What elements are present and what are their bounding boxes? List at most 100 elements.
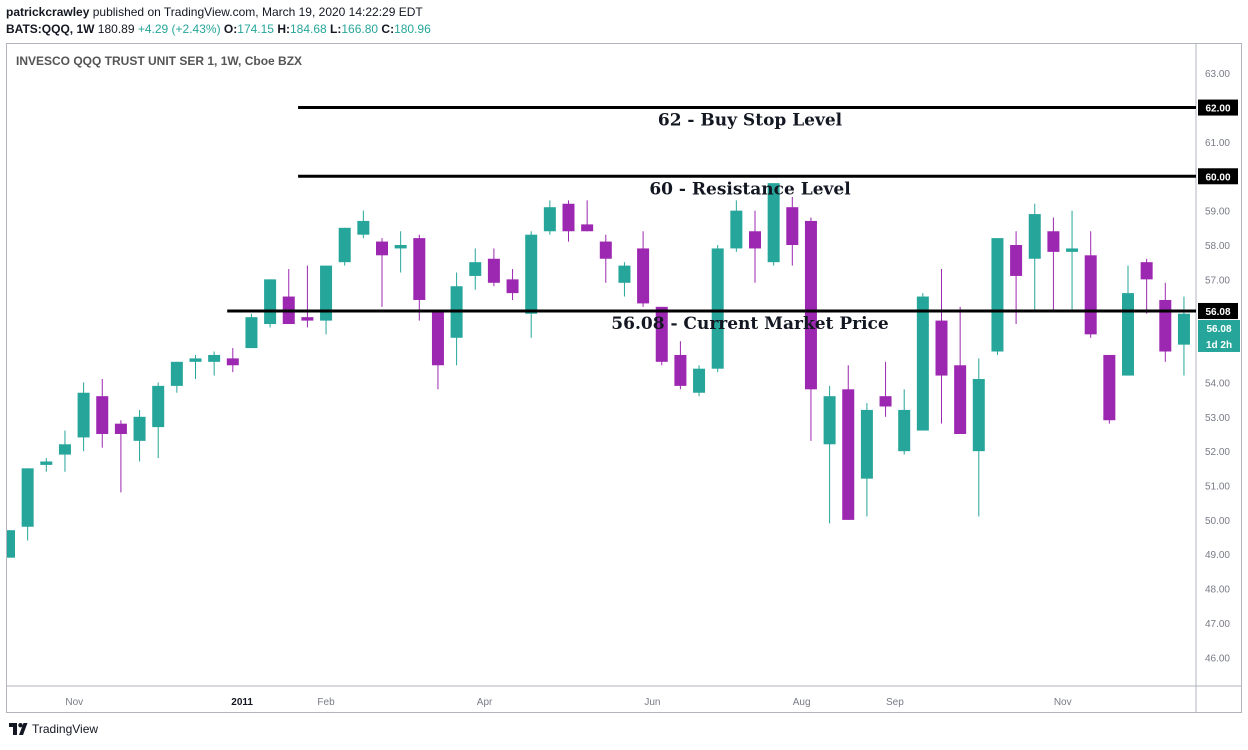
open-value: 174.15 bbox=[237, 22, 274, 36]
y-tick-label: 51.00 bbox=[1205, 482, 1230, 493]
candle-body bbox=[711, 248, 724, 369]
candle-body bbox=[860, 409, 873, 479]
y-tick-label: 54.00 bbox=[1205, 378, 1230, 389]
candle-body bbox=[431, 310, 444, 366]
level-price-badge bbox=[1198, 99, 1238, 116]
x-tick-label: Feb bbox=[317, 697, 335, 708]
x-tick-label: Sep bbox=[886, 697, 904, 708]
last-price-badge bbox=[1198, 319, 1240, 352]
candle-body bbox=[972, 379, 985, 452]
candle-body bbox=[1084, 255, 1097, 335]
candle-body bbox=[77, 392, 90, 438]
author-name[interactable]: patrickcrawley bbox=[6, 5, 90, 19]
candle-body bbox=[935, 320, 948, 376]
candle-body bbox=[804, 220, 817, 390]
candle-body bbox=[879, 396, 892, 407]
x-tick-label: Jun bbox=[644, 697, 660, 708]
low-label: L: bbox=[330, 22, 342, 36]
candle-body bbox=[1122, 293, 1134, 376]
candle-body bbox=[842, 389, 855, 520]
candle-body bbox=[264, 279, 277, 325]
last-value: 180.89 bbox=[97, 22, 135, 36]
candle-body bbox=[357, 220, 370, 235]
candle-body bbox=[786, 207, 799, 245]
candle-body bbox=[469, 262, 482, 276]
candle-body bbox=[301, 317, 314, 321]
y-tick-label: 48.00 bbox=[1205, 585, 1230, 596]
candle-body bbox=[618, 265, 631, 283]
level-price-badge-text: 60.00 bbox=[1205, 172, 1230, 183]
candle-body bbox=[1103, 354, 1116, 421]
candle-body bbox=[133, 416, 146, 441]
candle-body bbox=[413, 238, 426, 300]
level-price-badge-text: 56.08 bbox=[1205, 307, 1230, 318]
candle-body bbox=[1047, 231, 1060, 252]
candle-body bbox=[823, 396, 836, 445]
candle-body bbox=[338, 227, 351, 263]
level-price-badge bbox=[1198, 168, 1238, 185]
candle-body bbox=[954, 365, 967, 434]
candle-body bbox=[898, 409, 911, 452]
level-price-badge bbox=[1198, 302, 1238, 319]
level-label: 56.08 - Current Market Price bbox=[611, 314, 889, 334]
candle-body bbox=[1028, 214, 1041, 259]
candle-body bbox=[543, 207, 556, 232]
candle-body bbox=[376, 241, 388, 256]
x-tick-label: Aug bbox=[793, 697, 811, 708]
candle-body bbox=[991, 238, 1004, 352]
level-label: 62 - Buy Stop Level bbox=[658, 111, 843, 131]
level-price-badge-text: 62.00 bbox=[1205, 104, 1230, 115]
y-tick-label: 50.00 bbox=[1205, 516, 1230, 527]
candle-body bbox=[96, 396, 109, 434]
last-price-badge-text: 56.08 bbox=[1206, 324, 1231, 335]
open-label: O: bbox=[223, 22, 238, 36]
candle-body bbox=[208, 354, 221, 362]
candle-body bbox=[152, 385, 165, 428]
candle-body bbox=[599, 241, 612, 259]
candle-body bbox=[525, 234, 538, 314]
candle-body bbox=[40, 461, 53, 465]
high-label: H: bbox=[277, 22, 290, 36]
candle-body bbox=[1159, 299, 1172, 352]
x-tick-label: Nov bbox=[65, 697, 83, 708]
y-tick-label: 57.00 bbox=[1205, 275, 1230, 286]
candle-body bbox=[7, 530, 15, 558]
chart-title: INVESCO QQQ TRUST UNIT SER 1, 1W, Cboe B… bbox=[16, 54, 302, 68]
candles-group bbox=[7, 183, 1190, 558]
close-label: C: bbox=[381, 22, 395, 36]
candle-body bbox=[767, 183, 780, 263]
footer-brand-text: TradingView bbox=[32, 722, 99, 736]
chart-frame[interactable] bbox=[6, 43, 1242, 713]
candle-body bbox=[320, 265, 333, 321]
y-tick-label: 61.00 bbox=[1205, 138, 1230, 149]
candle-body bbox=[170, 361, 183, 386]
footer-brand: TradingView bbox=[8, 722, 98, 736]
x-tick-label: Apr bbox=[477, 697, 493, 708]
y-tick-label: 47.00 bbox=[1205, 619, 1230, 630]
x-tick-label: 2011 bbox=[231, 697, 253, 708]
candle-body bbox=[506, 279, 519, 294]
candle-body bbox=[114, 423, 127, 434]
high-value: 184.68 bbox=[289, 22, 327, 36]
y-tick-label: 46.00 bbox=[1205, 653, 1230, 664]
y-tick-label: 52.00 bbox=[1205, 447, 1230, 458]
tradingview-logo-icon bbox=[9, 723, 28, 735]
y-tick-label: 58.00 bbox=[1205, 241, 1230, 252]
y-tick-label: 53.00 bbox=[1205, 413, 1230, 424]
candle-body bbox=[562, 203, 575, 232]
candle-body bbox=[1010, 245, 1023, 276]
candle-body bbox=[189, 358, 202, 362]
y-tick-label: 59.00 bbox=[1205, 207, 1230, 218]
candle-body bbox=[394, 245, 407, 249]
symbol-label: BATS:QQQ, 1W bbox=[6, 22, 95, 36]
candle-body bbox=[21, 468, 34, 527]
candle-body bbox=[693, 368, 706, 393]
candle-body bbox=[581, 224, 594, 232]
y-tick-label: 63.00 bbox=[1205, 69, 1230, 80]
candle-body bbox=[916, 296, 929, 431]
candle-body bbox=[1177, 313, 1190, 345]
candle-body bbox=[637, 248, 650, 304]
candle-body bbox=[1140, 262, 1153, 280]
level-label: 60 - Resistance Level bbox=[649, 179, 851, 199]
